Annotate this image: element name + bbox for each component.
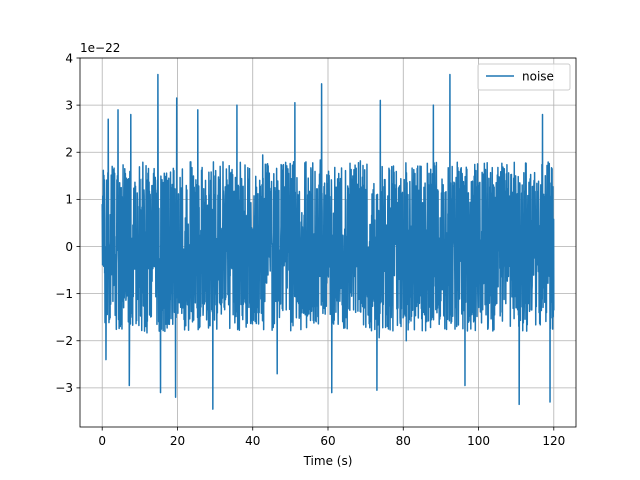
y-tick-label: −2 bbox=[55, 334, 73, 348]
x-tick-label: 0 bbox=[98, 434, 106, 448]
series-line-noise bbox=[101, 73, 555, 410]
y-tick-label: 2 bbox=[65, 146, 73, 160]
y-tick-label: −1 bbox=[55, 287, 73, 301]
y-tick-label: 1 bbox=[65, 193, 73, 207]
x-tick-label: 40 bbox=[245, 434, 260, 448]
x-tick-label: 20 bbox=[170, 434, 185, 448]
x-tick-label: 100 bbox=[467, 434, 490, 448]
legend-box bbox=[477, 63, 571, 91]
y-offset-label: 1e−22 bbox=[80, 41, 120, 55]
legend-label-noise: noise bbox=[522, 70, 554, 84]
y-tick-label: 4 bbox=[65, 51, 73, 65]
x-tick-label: 60 bbox=[320, 434, 335, 448]
legend: noise bbox=[477, 63, 571, 91]
x-axis-label: Time (s) bbox=[303, 454, 353, 468]
x-tick-label: 120 bbox=[542, 434, 565, 448]
y-tick-label: 3 bbox=[65, 98, 73, 112]
y-tick-label: 0 bbox=[65, 240, 73, 254]
ticks: 0 20 40 60 80 100 120 −3 −2 −1 0 1 2 3 4 bbox=[55, 51, 565, 448]
plot-data bbox=[101, 73, 555, 410]
y-tick-label: −3 bbox=[55, 381, 73, 395]
x-tick-label: 80 bbox=[396, 434, 411, 448]
